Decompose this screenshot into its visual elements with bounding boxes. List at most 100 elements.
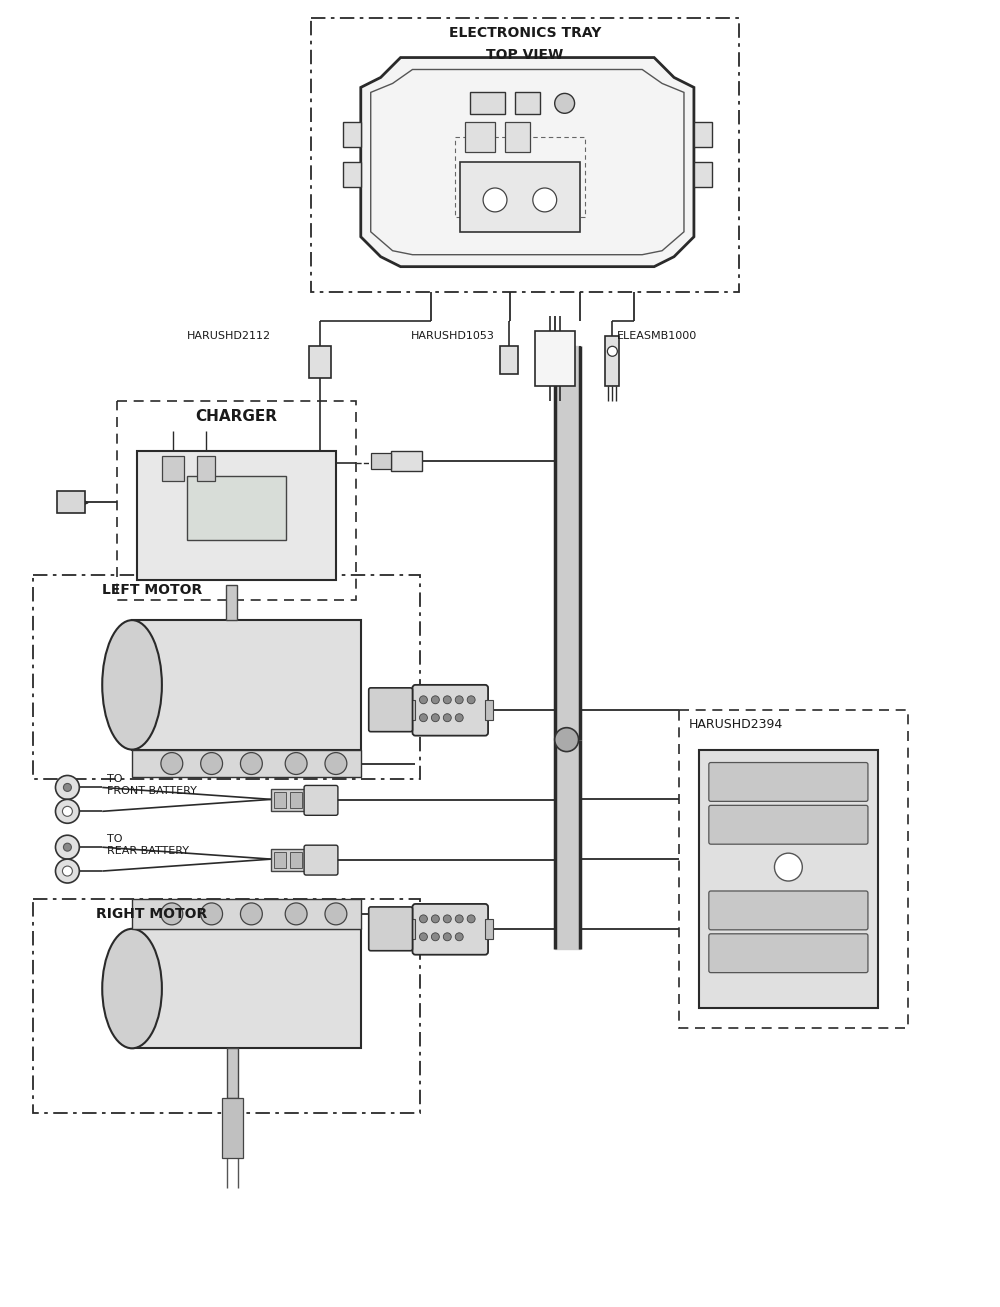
- Circle shape: [443, 915, 451, 923]
- Text: HARUSHD2112: HARUSHD2112: [187, 332, 271, 341]
- Circle shape: [533, 188, 557, 212]
- Circle shape: [467, 915, 475, 923]
- FancyBboxPatch shape: [709, 762, 868, 801]
- Bar: [290, 852, 302, 868]
- Bar: [485, 699, 493, 720]
- Circle shape: [55, 775, 79, 800]
- Text: TO
REAR BATTERY: TO REAR BATTERY: [107, 834, 189, 856]
- Bar: [500, 346, 518, 374]
- Circle shape: [325, 903, 347, 925]
- Text: LEFT MOTOR: LEFT MOTOR: [102, 583, 202, 597]
- FancyBboxPatch shape: [369, 907, 412, 950]
- Text: TO
FRONT BATTERY: TO FRONT BATTERY: [107, 775, 197, 796]
- Circle shape: [455, 714, 463, 721]
- Bar: [132, 899, 361, 929]
- FancyBboxPatch shape: [709, 933, 868, 972]
- Bar: [57, 490, 85, 512]
- Circle shape: [161, 753, 183, 775]
- Polygon shape: [361, 58, 694, 267]
- Bar: [222, 1098, 243, 1158]
- Circle shape: [62, 867, 72, 876]
- Bar: [485, 919, 493, 938]
- Text: CHARGER: CHARGER: [195, 409, 277, 423]
- Bar: [408, 699, 415, 720]
- Bar: [515, 93, 540, 114]
- Bar: [226, 586, 237, 620]
- Bar: [391, 451, 422, 471]
- Circle shape: [55, 835, 79, 859]
- Bar: [343, 123, 361, 148]
- Text: HARUSHD1053: HARUSHD1053: [411, 332, 494, 341]
- Circle shape: [455, 933, 463, 941]
- FancyBboxPatch shape: [709, 891, 868, 929]
- Bar: [679, 710, 908, 1029]
- Bar: [271, 850, 306, 870]
- Bar: [187, 476, 286, 541]
- Bar: [274, 792, 286, 808]
- Circle shape: [240, 903, 262, 925]
- Circle shape: [285, 753, 307, 775]
- Circle shape: [443, 714, 451, 721]
- Circle shape: [201, 903, 223, 925]
- Text: TOP VIEW: TOP VIEW: [486, 47, 563, 61]
- Circle shape: [419, 933, 427, 941]
- Bar: [197, 456, 215, 481]
- Ellipse shape: [102, 620, 162, 750]
- Circle shape: [443, 695, 451, 703]
- Circle shape: [443, 933, 451, 941]
- Circle shape: [63, 843, 71, 851]
- Circle shape: [431, 695, 439, 703]
- Bar: [274, 852, 286, 868]
- Bar: [694, 162, 712, 187]
- FancyBboxPatch shape: [304, 846, 338, 876]
- FancyBboxPatch shape: [412, 904, 488, 954]
- Bar: [290, 792, 302, 808]
- Circle shape: [455, 915, 463, 923]
- Bar: [132, 620, 361, 750]
- Circle shape: [431, 714, 439, 721]
- Bar: [137, 451, 336, 580]
- Bar: [505, 123, 530, 152]
- Bar: [309, 346, 331, 378]
- Bar: [132, 750, 361, 778]
- Circle shape: [555, 93, 575, 114]
- Circle shape: [325, 753, 347, 775]
- Circle shape: [431, 915, 439, 923]
- FancyBboxPatch shape: [709, 805, 868, 844]
- Circle shape: [62, 806, 72, 817]
- Circle shape: [419, 915, 427, 923]
- Bar: [371, 452, 391, 469]
- Circle shape: [55, 859, 79, 884]
- Bar: [271, 789, 306, 812]
- Circle shape: [285, 903, 307, 925]
- Bar: [117, 401, 356, 600]
- Bar: [465, 123, 495, 152]
- Circle shape: [63, 783, 71, 792]
- Bar: [33, 575, 420, 779]
- Bar: [460, 162, 580, 231]
- Bar: [605, 336, 619, 386]
- Circle shape: [774, 853, 802, 881]
- Bar: [408, 919, 415, 938]
- Circle shape: [607, 346, 617, 357]
- Text: ELECTRONICS TRAY: ELECTRONICS TRAY: [449, 26, 601, 39]
- Bar: [311, 18, 739, 291]
- Circle shape: [161, 903, 183, 925]
- Bar: [132, 929, 361, 1048]
- Bar: [455, 137, 585, 217]
- Circle shape: [483, 188, 507, 212]
- Circle shape: [419, 695, 427, 703]
- Circle shape: [201, 753, 223, 775]
- Bar: [227, 1048, 238, 1098]
- Circle shape: [431, 933, 439, 941]
- Circle shape: [555, 728, 579, 752]
- Bar: [535, 332, 575, 386]
- Circle shape: [467, 695, 475, 703]
- Bar: [694, 123, 712, 148]
- Text: RIGHT MOTOR: RIGHT MOTOR: [96, 907, 208, 921]
- FancyBboxPatch shape: [304, 786, 338, 816]
- Circle shape: [455, 695, 463, 703]
- Text: HARUSHD2394: HARUSHD2394: [689, 718, 783, 731]
- Bar: [162, 456, 184, 481]
- Bar: [343, 162, 361, 187]
